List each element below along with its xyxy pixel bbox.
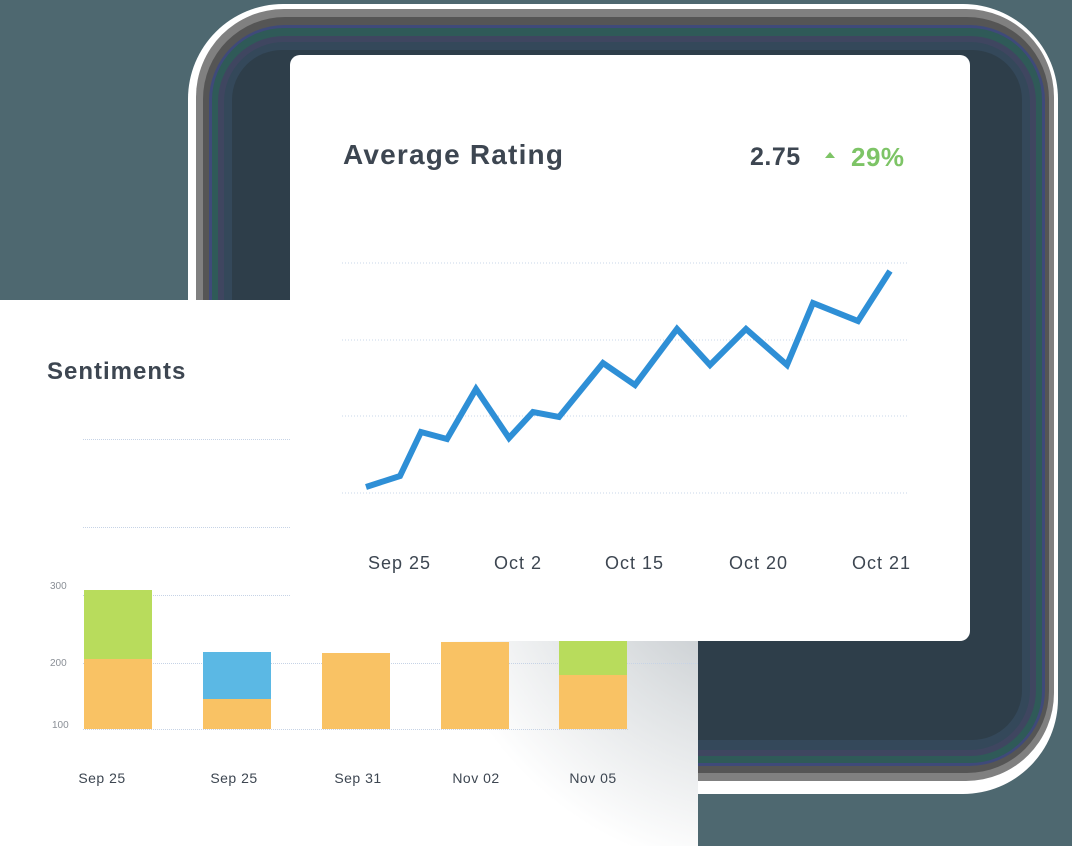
bar-segment-green [84, 590, 152, 659]
bar-segment-orange [203, 698, 271, 729]
bar-segment-green [559, 635, 627, 676]
sentiments-title: Sentiments [47, 358, 187, 385]
bar-segment-blue [203, 651, 271, 699]
x-label: Nov 05 [569, 770, 617, 786]
gridline [83, 663, 698, 664]
x-label: Sep 25 [210, 770, 258, 786]
bar-segment-orange [84, 658, 152, 729]
gridline [83, 729, 628, 730]
x-label: Oct 21 [852, 553, 912, 573]
bar-segment-orange [559, 675, 627, 729]
average-rating-title: Average Rating [343, 139, 565, 170]
bar-segment-orange [322, 653, 390, 729]
x-label: Oct 2 [494, 553, 543, 573]
x-label: Sep 25 [368, 553, 432, 573]
average-rating-value: 2.75 [750, 143, 801, 171]
y-tick-200: 200 [50, 658, 67, 669]
x-label: Oct 15 [605, 553, 665, 573]
trend-up-icon [825, 152, 835, 158]
x-label: Nov 02 [452, 770, 500, 786]
y-tick-300: 300 [50, 581, 67, 592]
average-rating-change: 29% [851, 142, 905, 172]
x-label: Oct 20 [729, 553, 789, 573]
x-label: Sep 31 [334, 770, 382, 786]
y-tick-100: 100 [52, 720, 69, 731]
average-rating-card: Average Rating 2.75 29% Sep 25 Oct 2 Oct… [290, 55, 970, 641]
bar-segment-orange [441, 641, 509, 729]
average-rating-line-chart [342, 262, 908, 494]
x-label: Sep 25 [78, 770, 126, 786]
